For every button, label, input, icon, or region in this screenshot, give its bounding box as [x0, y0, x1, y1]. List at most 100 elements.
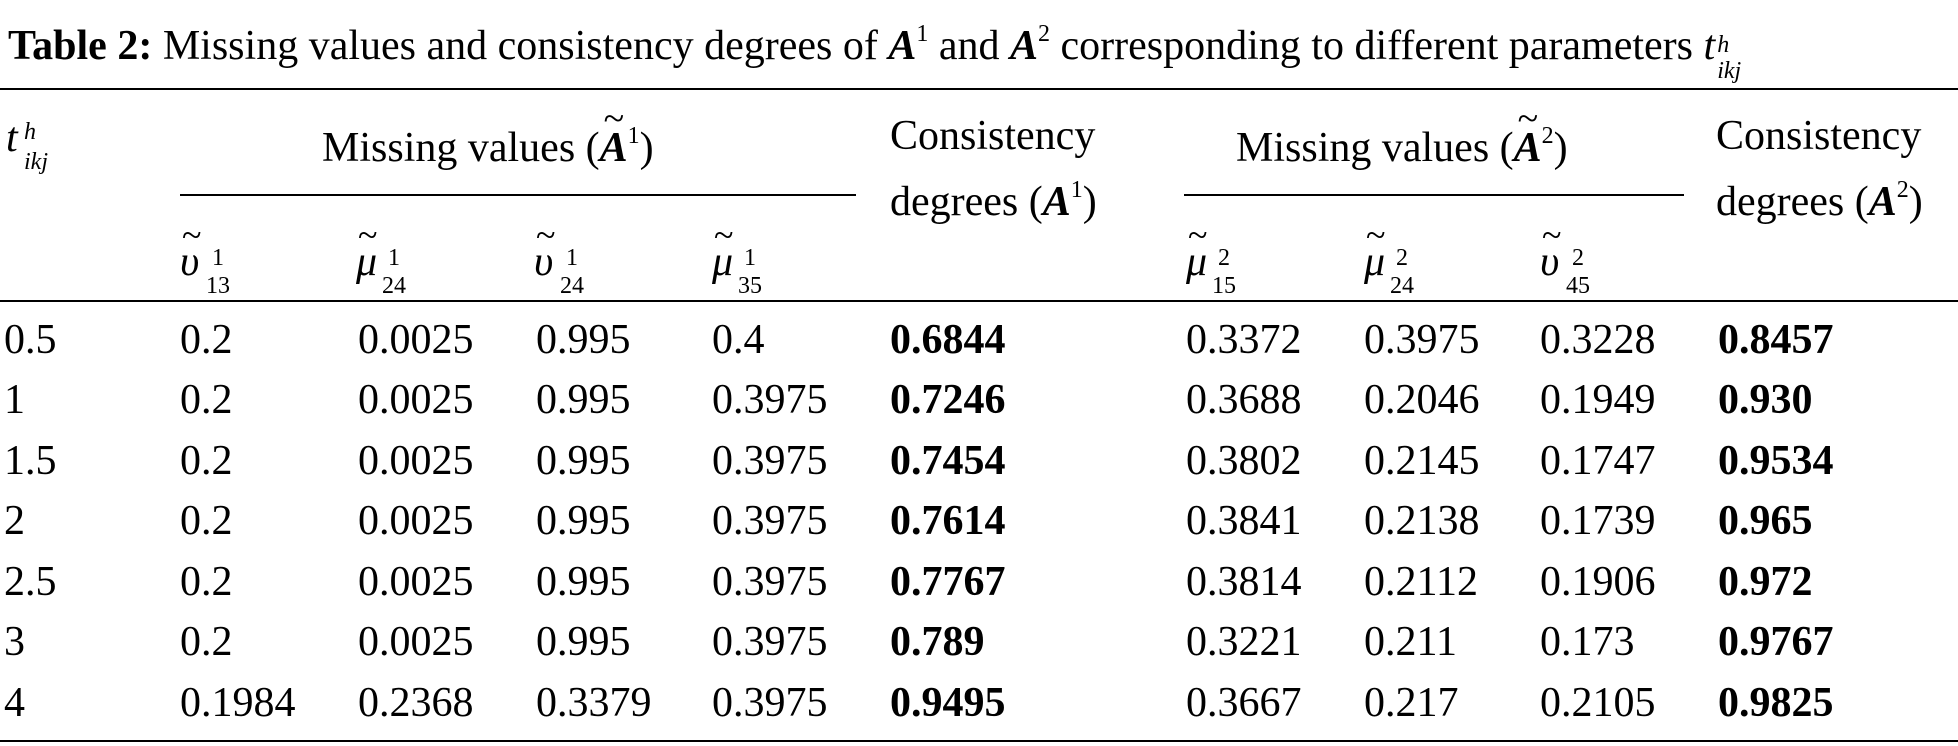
cell-param: 1	[4, 377, 25, 423]
cell: 0.3228	[1540, 317, 1656, 363]
subcol-header: μ ~ 2 24	[1364, 215, 1414, 299]
subcol-tilde: ~	[1366, 215, 1386, 255]
subcol-sub: 24	[382, 273, 406, 299]
cell-consistency: 0.965	[1718, 498, 1813, 544]
cell-param: 4	[4, 680, 25, 726]
cell: 0.995	[536, 498, 631, 544]
consistency1-sup: 1	[1070, 177, 1083, 203]
cell-consistency: 0.8457	[1718, 317, 1834, 363]
cell-consistency: 0.972	[1718, 559, 1813, 605]
cell: 0.2145	[1364, 438, 1480, 484]
cell: 0.1949	[1540, 377, 1656, 423]
cell: 0.4	[712, 317, 765, 363]
cell: 0.3688	[1186, 377, 1302, 423]
header-bottom-rule	[0, 300, 1958, 302]
cell: 0.2046	[1364, 377, 1480, 423]
cell: 0.995	[536, 619, 631, 665]
subcol-header: υ ~ 1 24	[534, 215, 584, 299]
cell: 0.0025	[358, 317, 474, 363]
cell: 0.1984	[180, 680, 296, 726]
subcol-header: μ ~ 1 24	[356, 215, 406, 299]
group1-rule	[180, 194, 856, 196]
subcol-base: μ ~	[1186, 215, 1207, 285]
cell: 0.3975	[712, 680, 828, 726]
subcol-sup: 1	[744, 245, 756, 271]
cell: 0.2	[180, 619, 233, 665]
subcol-sup: 2	[1396, 245, 1408, 271]
cell: 0.0025	[358, 559, 474, 605]
header-param-sub: ikj	[24, 149, 48, 175]
cell: 0.3379	[536, 680, 652, 726]
subcol-base: υ ~	[180, 215, 201, 285]
cell-consistency: 0.9534	[1718, 438, 1834, 484]
consistency1-header-line1: Consistency	[890, 113, 1096, 159]
subcol-sub: 13	[206, 273, 230, 299]
caption-a1-sup: 1	[916, 21, 929, 47]
cell: 0.1747	[1540, 438, 1656, 484]
subcol-sup: 2	[1218, 245, 1230, 271]
cell-consistency: 0.9495	[890, 680, 1006, 726]
caption-label: Table 2:	[8, 23, 153, 69]
cell: 0.211	[1364, 619, 1457, 665]
cell: 0.3975	[712, 377, 828, 423]
cell: 0.0025	[358, 438, 474, 484]
subcol-header: υ ~ 1 13	[180, 215, 230, 299]
cell: 0.3975	[712, 559, 828, 605]
group1-tilde: ~	[603, 98, 625, 140]
caption-a2-sup: 2	[1038, 21, 1051, 47]
consistency2-header-line2: degrees (A2)	[1716, 166, 1923, 226]
subcol-base: μ ~	[1364, 215, 1385, 285]
cell: 0.2	[180, 438, 233, 484]
consistency1-degrees: degrees (	[890, 179, 1043, 225]
caption-param-symbol: t	[1703, 23, 1716, 69]
cell-consistency: 0.930	[1718, 377, 1813, 423]
cell-consistency: 0.9825	[1718, 680, 1834, 726]
consistency1-header-line2: degrees (A1)	[890, 166, 1097, 226]
cell: 0.3841	[1186, 498, 1302, 544]
cell: 0.217	[1364, 680, 1459, 726]
consistency2-header-line1: Consistency	[1716, 113, 1922, 159]
header-param-sup: h	[24, 119, 36, 145]
cell: 0.3975	[712, 498, 828, 544]
caption-a1-symbol: A	[888, 23, 917, 69]
cell: 0.3802	[1186, 438, 1302, 484]
cell-param: 3	[4, 619, 25, 665]
caption-param-scripts: h ikj	[1715, 23, 1743, 84]
subcol-tilde: ~	[536, 215, 556, 255]
cell: 0.2	[180, 317, 233, 363]
cell: 0.3975	[712, 438, 828, 484]
cell: 0.995	[536, 377, 631, 423]
subcol-header: μ ~ 2 15	[1186, 215, 1236, 299]
group1-title: Missing values (~ A1)	[322, 98, 654, 172]
cell-consistency: 0.7767	[890, 559, 1006, 605]
caption-a2-symbol: A	[1010, 23, 1039, 69]
subcol-sup: 2	[1572, 245, 1584, 271]
subcol-sub: 24	[1390, 273, 1414, 299]
cell: 0.995	[536, 317, 631, 363]
cell: 0.995	[536, 559, 631, 605]
cell: 0.2138	[1364, 498, 1480, 544]
consistency1-a: A	[1042, 179, 1071, 225]
cell: 0.2105	[1540, 680, 1656, 726]
subcol-header: μ ~ 1 35	[712, 215, 762, 299]
cell-param: 0.5	[4, 317, 57, 363]
cell: 0.173	[1540, 619, 1635, 665]
subcol-tilde: ~	[1188, 215, 1208, 255]
header-param: t h ikj	[6, 114, 48, 175]
group2-title-text: Missing values (	[1236, 125, 1514, 171]
subcol-sup: 1	[566, 245, 578, 271]
cell: 0.3814	[1186, 559, 1302, 605]
cell: 0.3667	[1186, 680, 1302, 726]
cell-param: 1.5	[4, 438, 57, 484]
group2-close: )	[1553, 125, 1568, 171]
consistency2-close: )	[1908, 179, 1923, 225]
group2-title: Missing values (~ A2)	[1236, 98, 1568, 172]
cell: 0.1739	[1540, 498, 1656, 544]
subcol-tilde: ~	[714, 215, 734, 255]
caption-and: and	[938, 23, 1000, 69]
cell: 0.2	[180, 559, 233, 605]
group2-tilde: ~	[1517, 98, 1539, 140]
subcol-tilde: ~	[358, 215, 378, 255]
cell: 0.3975	[712, 619, 828, 665]
cell: 0.0025	[358, 498, 474, 544]
